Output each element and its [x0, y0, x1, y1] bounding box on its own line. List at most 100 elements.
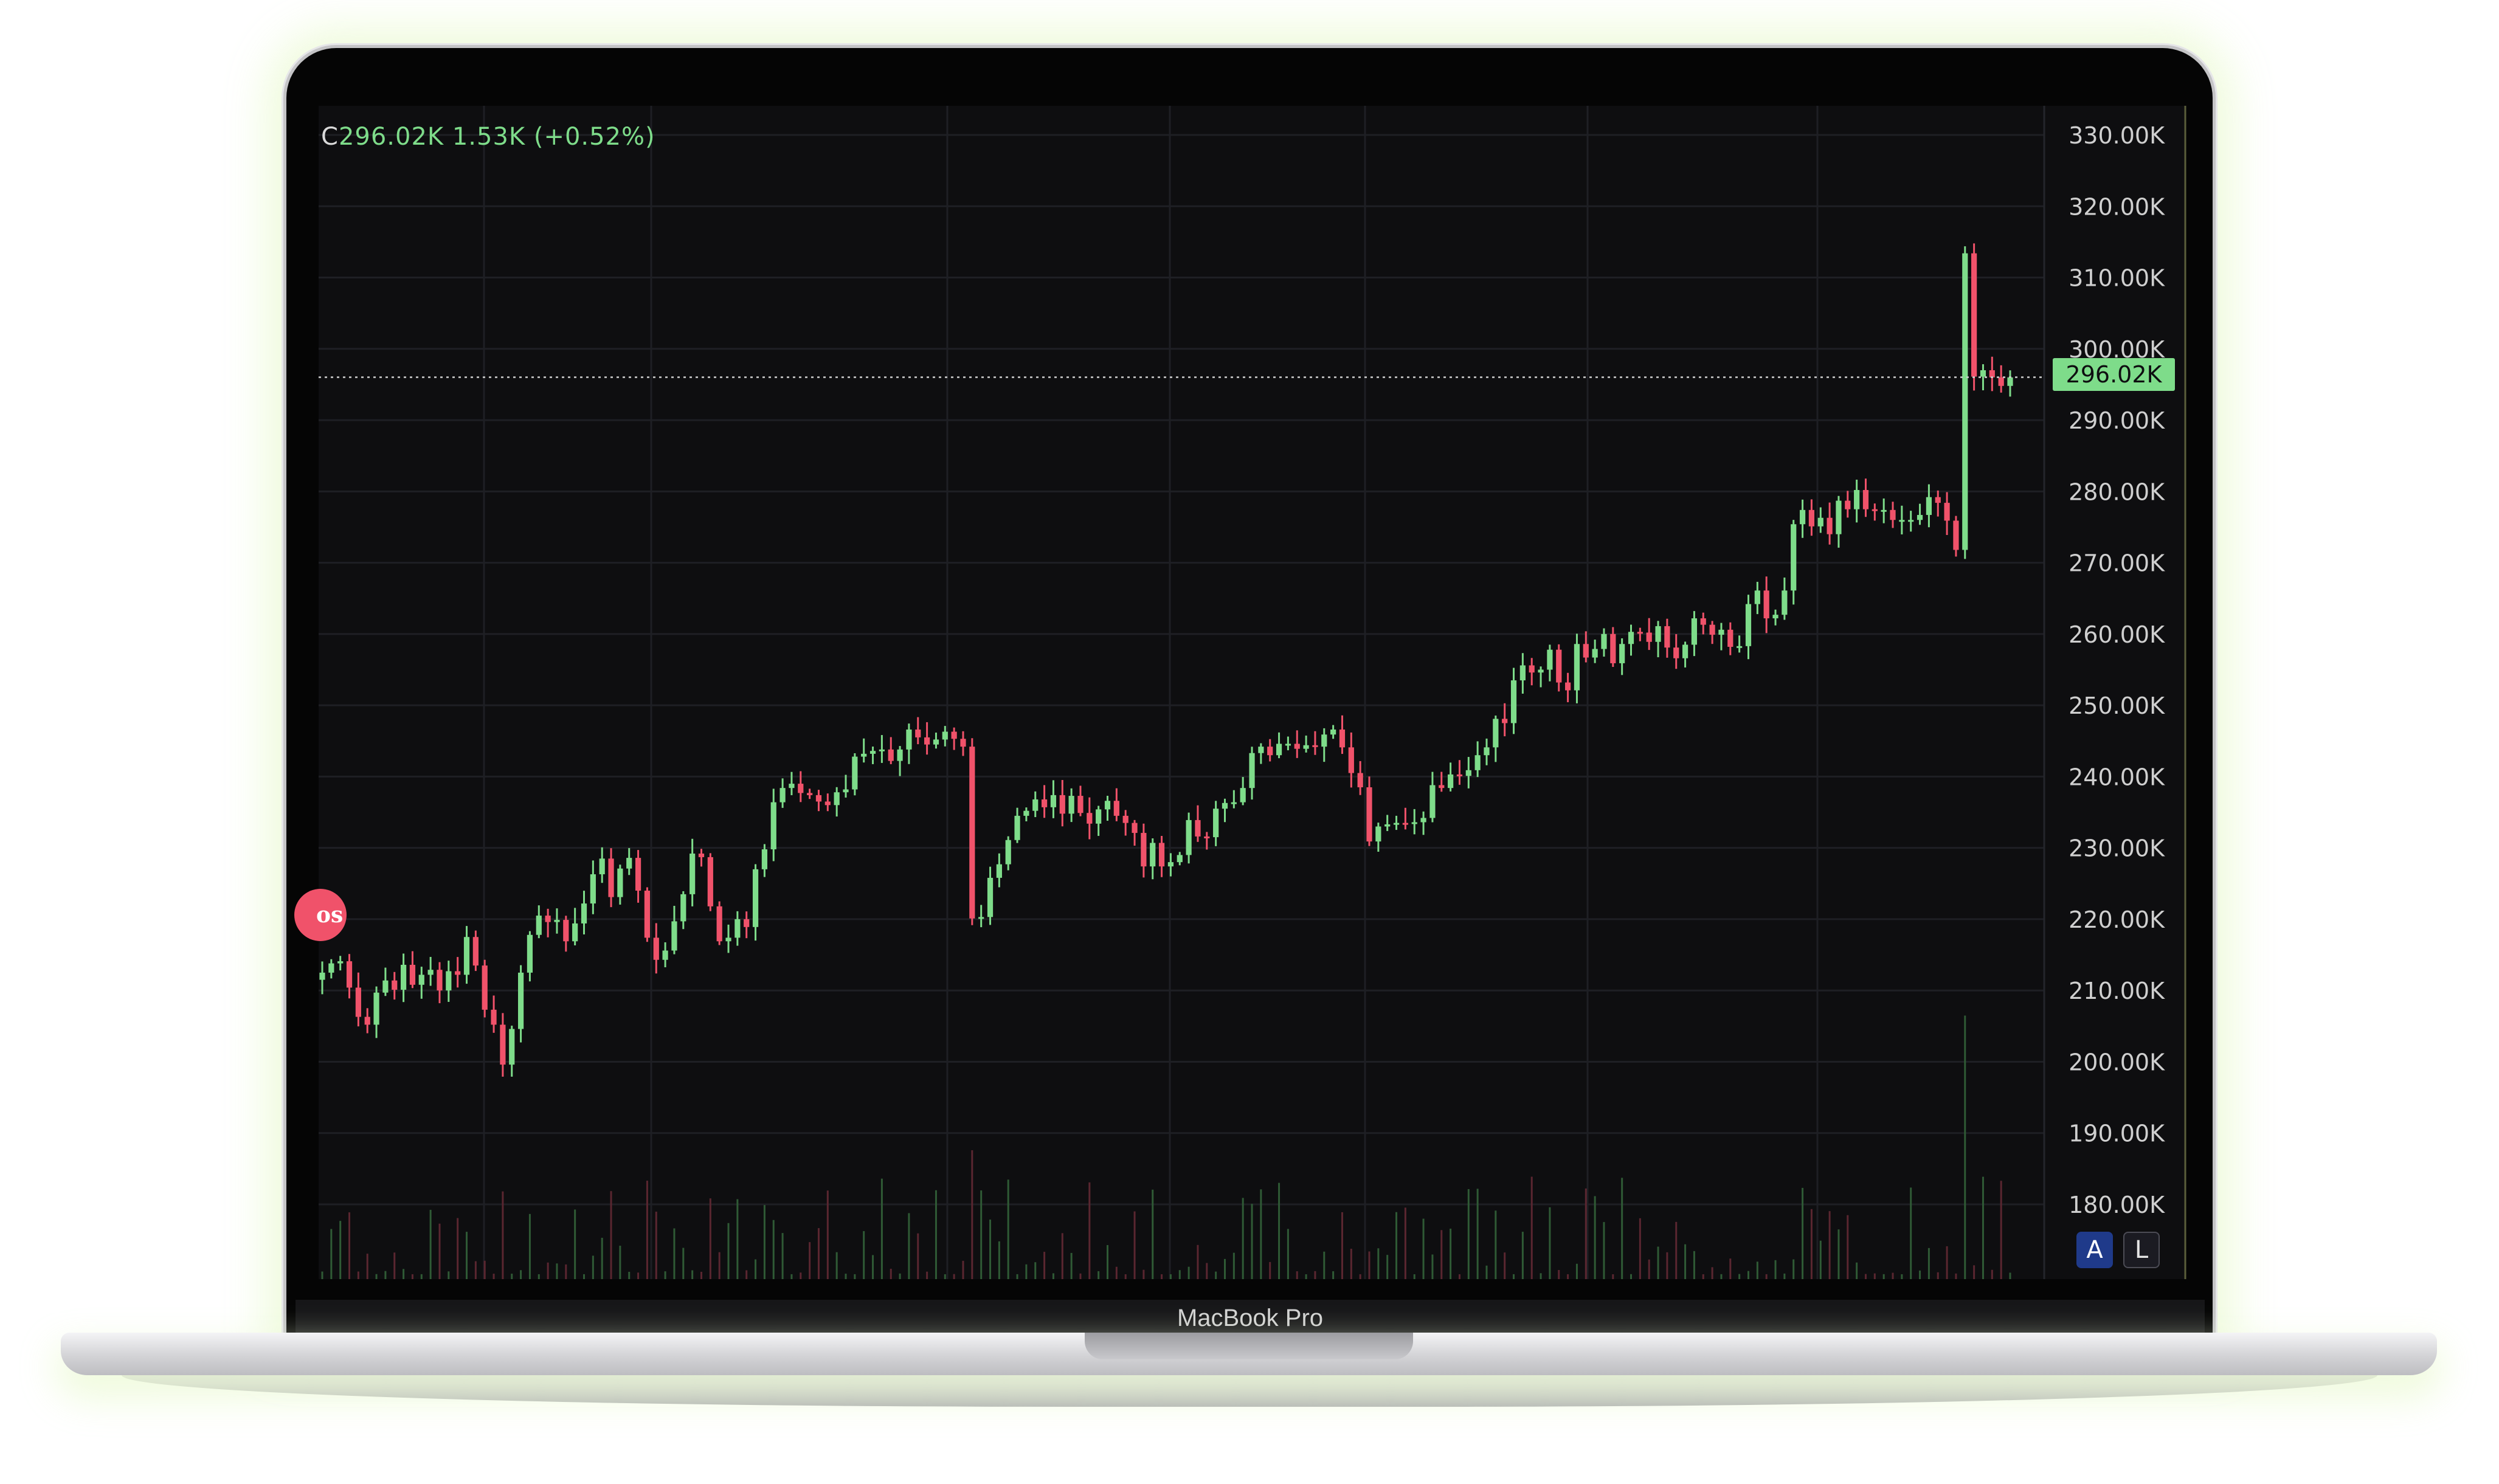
candle[interactable]: [1132, 820, 1138, 846]
candle[interactable]: [409, 951, 416, 989]
candle[interactable]: [1465, 757, 1471, 789]
candle[interactable]: [1737, 635, 1743, 653]
candle[interactable]: [364, 1008, 370, 1034]
candle[interactable]: [644, 887, 651, 942]
candle[interactable]: [608, 848, 614, 908]
candle[interactable]: [1186, 812, 1192, 864]
candle[interactable]: [690, 838, 696, 906]
candle[interactable]: [1032, 791, 1039, 818]
candle[interactable]: [1384, 815, 1391, 831]
candle[interactable]: [1628, 624, 1634, 656]
candle[interactable]: [1439, 771, 1445, 792]
candle[interactable]: [1510, 668, 1517, 734]
candle[interactable]: [1357, 761, 1363, 795]
candle[interactable]: [536, 905, 542, 939]
candle[interactable]: [1023, 807, 1029, 821]
candle[interactable]: [716, 901, 722, 945]
candle[interactable]: [951, 727, 957, 750]
candle[interactable]: [1646, 618, 1652, 651]
candle[interactable]: [1709, 621, 1715, 644]
candle[interactable]: [1285, 736, 1291, 751]
candle[interactable]: [824, 793, 831, 812]
candle[interactable]: [1204, 832, 1210, 850]
candle[interactable]: [1862, 478, 1869, 517]
candle[interactable]: [1610, 627, 1616, 667]
candle[interactable]: [1141, 823, 1147, 878]
candle[interactable]: [1827, 502, 1833, 545]
candle[interactable]: [1519, 653, 1526, 694]
candle[interactable]: [879, 735, 885, 763]
candle[interactable]: [599, 847, 605, 883]
candle[interactable]: [437, 962, 443, 1004]
candle[interactable]: [852, 753, 858, 796]
candle[interactable]: [1592, 640, 1598, 663]
candle[interactable]: [1899, 505, 1905, 535]
candle[interactable]: [482, 959, 488, 1018]
candle[interactable]: [1574, 633, 1580, 703]
candle[interactable]: [1673, 634, 1679, 669]
candle[interactable]: [1935, 490, 1941, 517]
candle[interactable]: [509, 1026, 515, 1077]
candle[interactable]: [1601, 628, 1607, 657]
candle[interactable]: [1556, 644, 1562, 692]
candle[interactable]: [1249, 747, 1255, 800]
candle[interactable]: [960, 731, 966, 756]
candle[interactable]: [472, 930, 479, 972]
candle[interactable]: [1502, 703, 1508, 737]
candle[interactable]: [1014, 807, 1020, 843]
candle[interactable]: [1872, 503, 1878, 521]
candle[interactable]: [1836, 495, 1842, 548]
candle[interactable]: [707, 853, 713, 911]
candle[interactable]: [1538, 666, 1544, 688]
candle[interactable]: [319, 961, 325, 995]
candle[interactable]: [382, 967, 389, 996]
candle[interactable]: [1881, 498, 1887, 523]
candle[interactable]: [1068, 788, 1074, 823]
candle[interactable]: [1962, 246, 1968, 559]
candle[interactable]: [1782, 577, 1788, 620]
candle[interactable]: [869, 746, 876, 764]
candle[interactable]: [1953, 516, 1959, 557]
candle[interactable]: [1150, 838, 1156, 880]
candle[interactable]: [1772, 609, 1778, 626]
candle[interactable]: [635, 850, 641, 903]
candle[interactable]: [1908, 511, 1914, 532]
candle[interactable]: [401, 953, 407, 1003]
candle[interactable]: [1808, 499, 1815, 536]
candle[interactable]: [861, 738, 867, 763]
candle[interactable]: [1493, 716, 1499, 762]
candle[interactable]: [671, 906, 677, 954]
candle[interactable]: [1791, 520, 1797, 605]
candle[interactable]: [1917, 503, 1923, 525]
candle[interactable]: [662, 942, 668, 968]
candle[interactable]: [798, 771, 804, 802]
candle[interactable]: [581, 891, 587, 934]
candle[interactable]: [1619, 638, 1625, 675]
candle[interactable]: [491, 995, 497, 1033]
candle[interactable]: [1195, 805, 1201, 842]
candle[interactable]: [517, 965, 524, 1043]
candle[interactable]: [527, 931, 533, 982]
candle[interactable]: [978, 905, 984, 928]
candle[interactable]: [1664, 618, 1670, 658]
candle[interactable]: [1113, 788, 1119, 821]
candle[interactable]: [1258, 743, 1264, 764]
candle[interactable]: [1429, 771, 1436, 823]
candle[interactable]: [734, 911, 741, 946]
candle[interactable]: [1763, 576, 1769, 633]
candle[interactable]: [1393, 815, 1400, 830]
candle[interactable]: [1240, 777, 1246, 806]
candle[interactable]: [1817, 507, 1823, 533]
candle[interactable]: [337, 956, 344, 971]
candle[interactable]: [779, 778, 786, 808]
candle[interactable]: [789, 771, 795, 795]
candle[interactable]: [1564, 672, 1571, 703]
candle[interactable]: [1050, 780, 1057, 818]
candle[interactable]: [1222, 798, 1228, 823]
candle[interactable]: [906, 723, 912, 764]
candle[interactable]: [1474, 741, 1481, 778]
candle[interactable]: [815, 790, 822, 812]
candle[interactable]: [915, 717, 921, 745]
candle[interactable]: [1754, 582, 1760, 615]
candle[interactable]: [1041, 785, 1048, 818]
